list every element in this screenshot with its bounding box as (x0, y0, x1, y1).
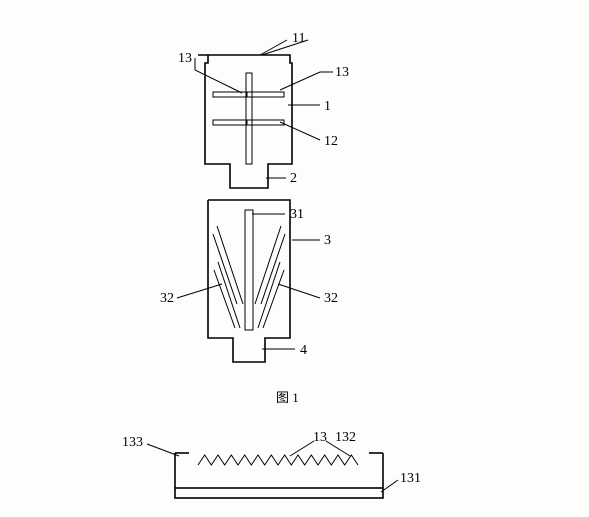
figure1-upper-bar-0 (213, 92, 284, 97)
figure1-label-3: 1 (324, 99, 331, 114)
blade-right-3 (263, 270, 284, 328)
figure1-hub-square-0 (247, 92, 252, 97)
figure1-label-8: 32 (324, 291, 338, 306)
figure1-upper-outline (198, 55, 292, 188)
figure2-leader-1 (290, 441, 314, 456)
figure1-label-2: 13 (335, 65, 349, 80)
figure1-leader-0 (260, 40, 287, 55)
blade-left-1 (213, 234, 237, 304)
figure1-label-6: 31 (290, 207, 304, 222)
figure1-label-9: 32 (160, 291, 174, 306)
figure1-label-1: 13 (178, 51, 192, 66)
figure1-label-10: 4 (300, 343, 307, 358)
figure1-inner-vertical (246, 73, 252, 164)
blade-right-2 (258, 262, 280, 328)
figure2-label-1: 13 (313, 430, 327, 445)
figure2-zigzag (198, 455, 358, 465)
figure2-base (175, 488, 383, 498)
figure1-label-5: 2 (290, 171, 297, 186)
figure2-label-2: 132 (335, 430, 356, 445)
figure2-label-3: 131 (400, 471, 421, 486)
figure1-leader-9 (278, 284, 320, 298)
blade-left-0 (217, 226, 243, 304)
blade-right-1 (261, 234, 285, 304)
figure1-leader-5 (280, 122, 320, 140)
blade-left-3 (214, 270, 235, 328)
blade-left-2 (218, 262, 240, 328)
figure1-leader-10 (177, 284, 222, 298)
figure2-leader-0 (147, 444, 179, 456)
caption: 图 1 (276, 390, 299, 405)
figure1-leader-2 (195, 58, 242, 93)
figure1-label-7: 3 (324, 233, 331, 248)
figure1-lower-vertical (245, 210, 253, 330)
figure1-label-4: 12 (324, 134, 338, 149)
figure2-label-0: 133 (122, 435, 143, 450)
blade-right-0 (255, 226, 281, 304)
figure1-lower-outline (208, 200, 290, 362)
figure1-upper-bar-1 (213, 120, 284, 125)
figure1-leader-3 (280, 72, 333, 90)
figure1-label-0: 11 (292, 31, 305, 46)
figure1-hub-square-1 (247, 120, 252, 125)
